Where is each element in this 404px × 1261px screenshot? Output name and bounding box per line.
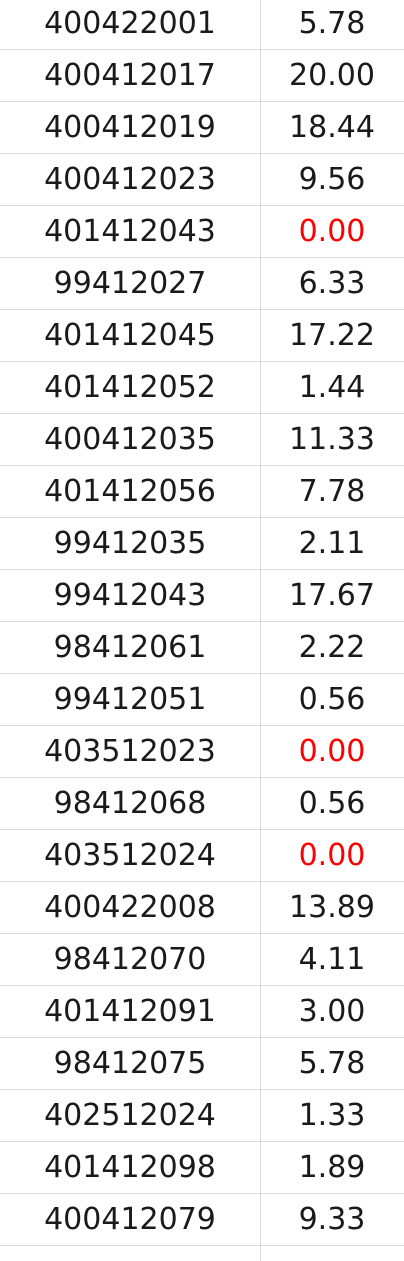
cell-id[interactable]: 401412045 [44,318,216,353]
cell-id[interactable]: 401412091 [44,994,216,1029]
cell-id[interactable]: 402512024 [44,1098,216,1133]
cell-value[interactable]: 0.56 [298,786,366,821]
cell-value[interactable]: 3.00 [298,994,366,1029]
cell-id[interactable]: 401412056 [44,474,216,509]
table-row[interactable]: 401412056 7.78 [0,466,404,518]
table-row[interactable]: 99412043 17.67 [0,570,404,622]
cell-id[interactable]: 98412075 [53,1046,207,1081]
table-row[interactable]: 400412035 11.33 [0,414,404,466]
cell-value[interactable]: 5.78 [298,6,366,41]
cell-id[interactable]: 401412098 [44,1150,216,1185]
table-row[interactable]: 400412017 20.00 [0,50,404,102]
cell-value[interactable]: 5.78 [298,1046,366,1081]
table-row[interactable]: 98412068 0.56 [0,778,404,830]
cell-id[interactable]: 400412019 [44,110,216,145]
cell-value[interactable]: 18.44 [289,110,375,145]
table-row[interactable]: 401412045 17.22 [0,310,404,362]
table-row[interactable]: 400412079 9.33 [0,1194,404,1246]
table-row[interactable]: 401412043 0.00 [0,206,404,258]
cell-value[interactable]: 2.11 [298,526,366,561]
cell-id[interactable]: 400422008 [44,890,216,925]
cell-id[interactable]: 98412061 [53,630,207,665]
cell-id[interactable]: 99412027 [53,266,207,301]
cell-value[interactable]: 1.44 [298,370,366,405]
table-row[interactable]: 400412019 18.44 [0,102,404,154]
cell-id[interactable]: 99412035 [53,526,207,561]
cell-value[interactable]: 4.11 [298,942,366,977]
cell-value[interactable]: 7.78 [298,474,366,509]
cell-value[interactable]: 0.56 [298,682,366,717]
cell-id[interactable]: 98412068 [53,786,207,821]
cell-id[interactable]: 403512023 [44,734,216,769]
table-row[interactable]: 402512024 1.33 [0,1090,404,1142]
cell-id[interactable]: 400412035 [44,422,216,457]
column-divider [260,0,261,1261]
table-row[interactable]: 400422001 5.78 [0,0,404,50]
table-row[interactable]: 99412035 2.11 [0,518,404,570]
cell-value[interactable]: 6.33 [298,266,366,301]
cell-id[interactable]: 99412043 [53,578,207,613]
cell-id[interactable]: 401412043 [44,214,216,249]
table-row[interactable]: 98412075 5.78 [0,1038,404,1090]
cell-value[interactable]: 9.33 [298,1202,366,1237]
cell-id[interactable]: 99412051 [53,682,207,717]
cell-value[interactable]: 20.00 [289,58,375,93]
cell-value[interactable]: 17.22 [289,318,375,353]
cell-value[interactable]: 0.00 [298,838,366,873]
cell-id[interactable]: 401412052 [44,370,216,405]
cell-value[interactable]: 13.89 [289,890,375,925]
cell-id[interactable]: 400412017 [44,58,216,93]
cell-value[interactable]: 1.89 [298,1150,366,1185]
cell-id[interactable]: 400412079 [44,1202,216,1237]
cell-id[interactable]: 403512024 [44,838,216,873]
table-row[interactable]: 403512023 0.00 [0,726,404,778]
table-row[interactable]: 400412023 9.56 [0,154,404,206]
cell-value[interactable]: 1.33 [298,1098,366,1133]
cell-value[interactable]: 9.56 [298,162,366,197]
cell-id[interactable]: 400412023 [44,162,216,197]
table-row[interactable]: 98412070 4.11 [0,934,404,986]
cell-value[interactable]: 0.00 [298,734,366,769]
cell-id[interactable]: 98412070 [53,942,207,977]
cell-id[interactable]: 400422001 [44,6,216,41]
table-row[interactable]: 401412098 1.89 [0,1142,404,1194]
table-row[interactable]: 99412051 0.56 [0,674,404,726]
table-row[interactable]: 400422008 13.89 [0,882,404,934]
cell-value[interactable]: 2.22 [298,630,366,665]
table-row[interactable]: 401412052 1.44 [0,362,404,414]
table-row[interactable]: 98412061 2.22 [0,622,404,674]
cell-value[interactable]: 0.00 [298,214,366,249]
cell-value[interactable]: 11.33 [289,422,375,457]
table-row[interactable]: 99412027 6.33 [0,258,404,310]
table-row[interactable]: 401412091 3.00 [0,986,404,1038]
table-row[interactable]: 403512024 0.00 [0,830,404,882]
cell-value[interactable]: 17.67 [289,578,375,613]
